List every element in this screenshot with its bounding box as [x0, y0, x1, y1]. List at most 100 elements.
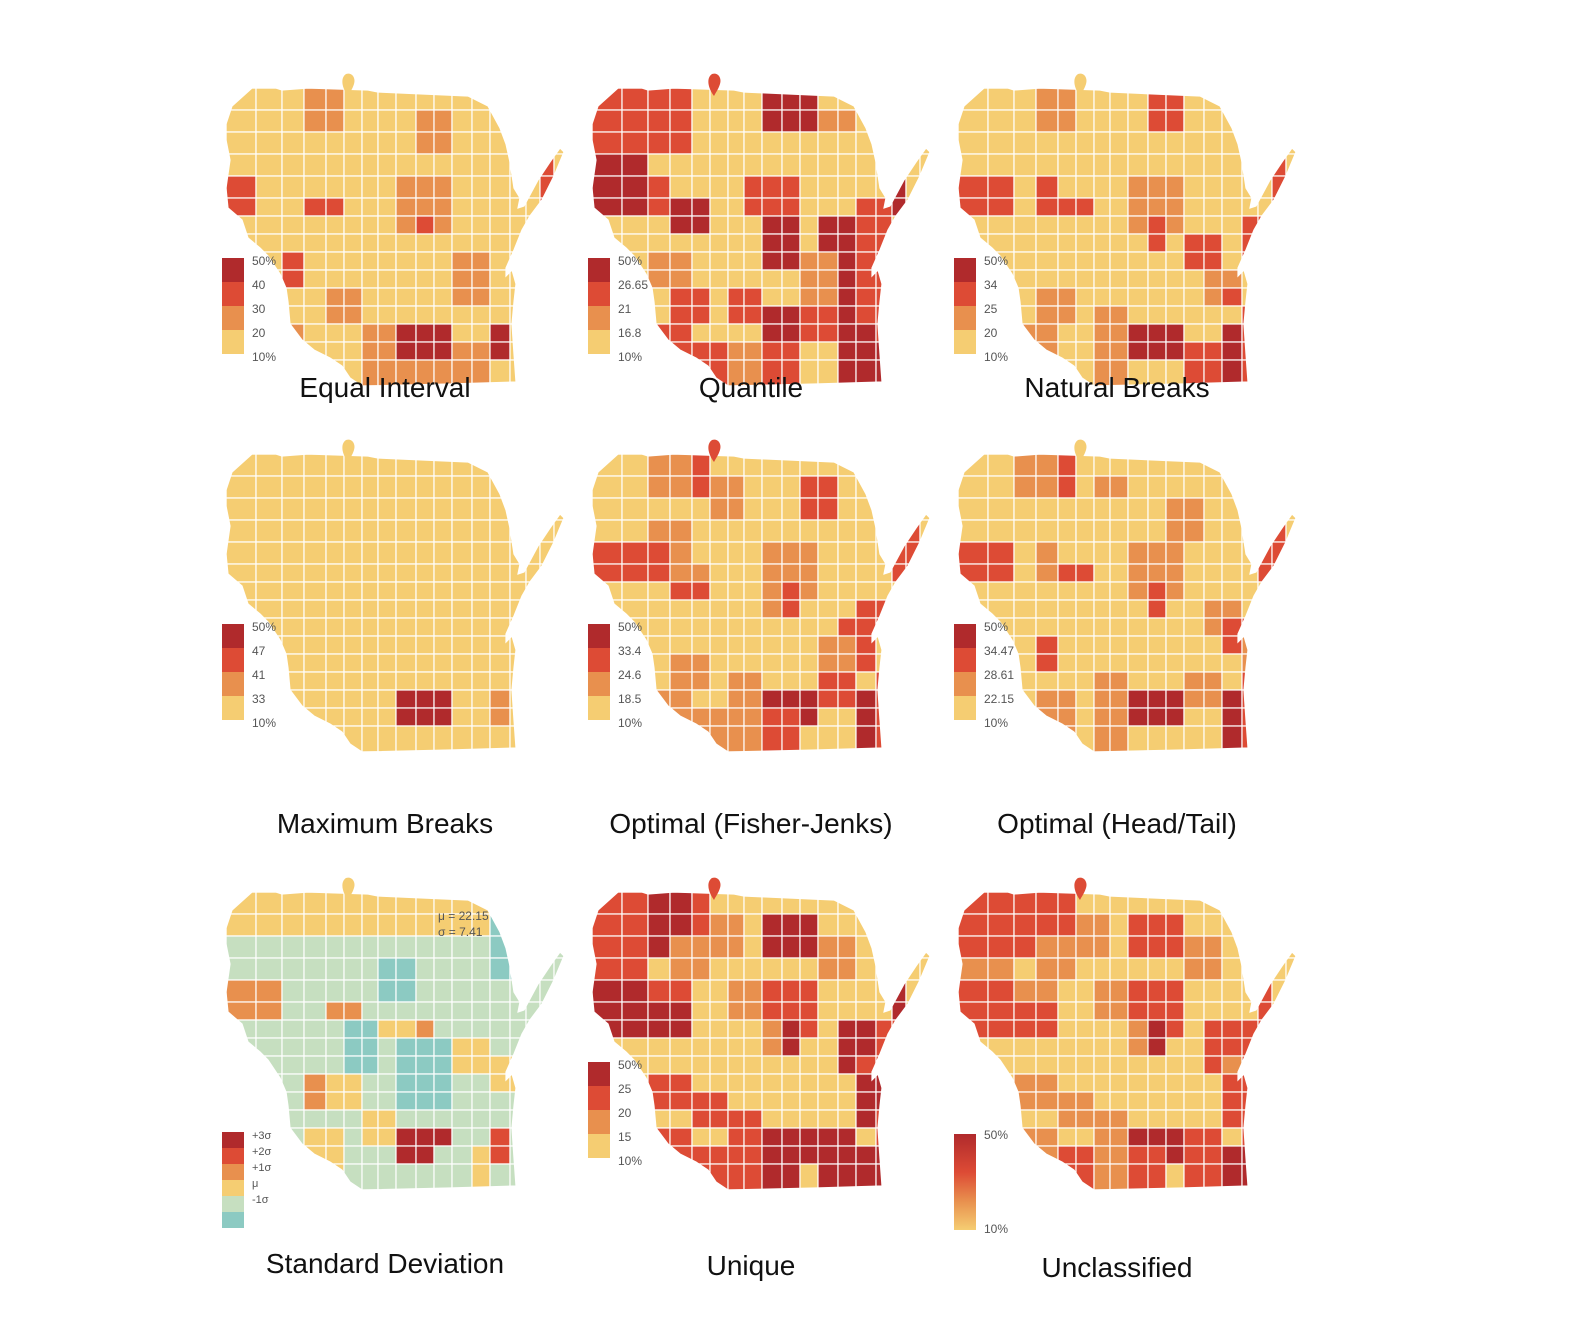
county	[891, 1055, 907, 1075]
legend-swatch	[588, 696, 610, 720]
county	[781, 175, 801, 199]
county	[647, 892, 671, 915]
county	[1057, 497, 1077, 521]
legend-swatch	[954, 306, 976, 330]
county	[1147, 197, 1167, 217]
county	[1057, 1127, 1077, 1147]
county	[709, 269, 729, 289]
county	[761, 287, 783, 307]
county	[433, 269, 453, 289]
county	[281, 1019, 305, 1039]
county	[958, 1073, 989, 1093]
county	[226, 1001, 257, 1021]
county	[1057, 1091, 1077, 1111]
county	[451, 979, 473, 1003]
county	[1147, 1091, 1167, 1111]
county	[553, 1145, 564, 1165]
state-outline	[957, 891, 1297, 1191]
county	[727, 323, 745, 343]
county	[727, 1073, 745, 1093]
county	[1271, 287, 1287, 307]
county	[415, 1091, 435, 1111]
county	[1057, 215, 1077, 235]
county	[1257, 475, 1273, 499]
county	[781, 1037, 801, 1057]
county	[709, 519, 729, 543]
county	[987, 563, 1015, 583]
county	[1221, 892, 1243, 915]
county	[1147, 341, 1167, 361]
county	[1075, 251, 1095, 271]
county	[709, 617, 729, 637]
county	[1285, 1001, 1296, 1021]
county	[1127, 671, 1149, 691]
legend-swatch	[588, 672, 610, 696]
legend-swatch	[222, 624, 244, 648]
county	[1127, 563, 1149, 583]
county	[395, 197, 417, 217]
county	[1013, 935, 1037, 959]
county	[1221, 519, 1243, 543]
county	[1165, 979, 1185, 1003]
legend-label: 10%	[618, 716, 643, 730]
county	[415, 563, 435, 583]
county	[281, 689, 305, 709]
county	[509, 653, 527, 673]
county	[1147, 1163, 1167, 1190]
county	[525, 323, 541, 343]
county	[837, 1145, 857, 1165]
county	[1183, 497, 1205, 521]
county	[691, 935, 711, 959]
county	[1165, 1001, 1185, 1021]
county	[1127, 233, 1149, 253]
county	[553, 913, 564, 937]
county	[281, 707, 305, 727]
state-outline	[591, 453, 931, 753]
county	[1221, 233, 1243, 253]
wisconsin-map	[957, 439, 1297, 753]
county	[433, 1091, 453, 1111]
county	[1285, 653, 1296, 673]
county	[433, 287, 453, 307]
county	[855, 635, 877, 655]
county	[325, 1091, 345, 1111]
legend-label: 15	[618, 1130, 632, 1144]
legend-label: +2σ	[252, 1146, 272, 1158]
county	[395, 1037, 417, 1057]
county	[303, 88, 327, 111]
county	[489, 1145, 511, 1165]
county	[361, 1163, 379, 1190]
county	[433, 233, 453, 253]
county	[1147, 635, 1167, 655]
county	[761, 269, 783, 289]
county	[1075, 287, 1095, 307]
county	[433, 617, 453, 637]
county	[553, 323, 564, 343]
legend-label: 50%	[252, 620, 277, 634]
county	[837, 475, 857, 499]
county	[709, 635, 729, 655]
county	[837, 689, 857, 709]
county	[451, 1019, 473, 1039]
county	[377, 1055, 397, 1075]
county	[553, 175, 564, 199]
county	[415, 1019, 435, 1039]
county	[691, 725, 711, 752]
county	[1057, 197, 1077, 217]
county	[471, 305, 491, 325]
county	[281, 563, 305, 583]
county	[1285, 581, 1296, 601]
county	[727, 341, 745, 361]
county	[855, 541, 877, 565]
county	[1165, 233, 1185, 253]
county	[451, 305, 473, 325]
county	[592, 892, 623, 915]
county	[553, 653, 564, 673]
county	[855, 175, 877, 199]
county	[281, 215, 305, 235]
county	[1183, 88, 1205, 111]
county	[1221, 1091, 1243, 1111]
county	[1147, 454, 1167, 477]
county	[592, 957, 623, 981]
county	[255, 892, 283, 915]
